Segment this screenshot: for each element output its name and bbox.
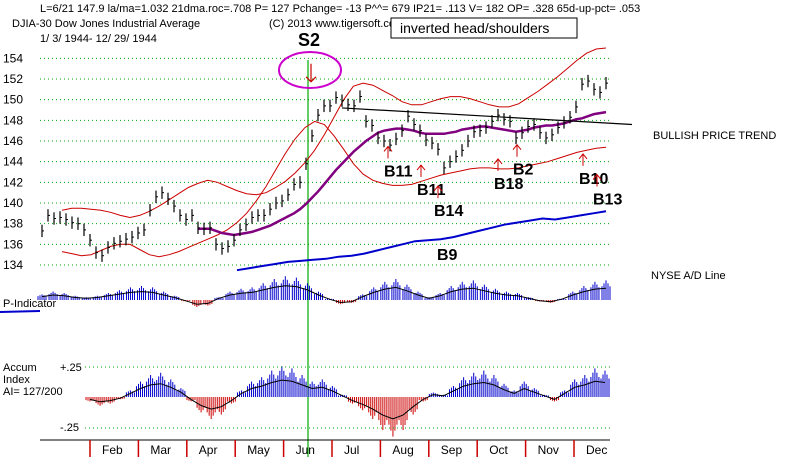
date-range: 1/ 3/ 1944- 12/ 29/ 1944 [40,33,157,45]
buy-arrow [416,164,426,178]
accum-label-3: AI= 127/200 [3,386,63,398]
x-tick-label: Mar [150,443,171,457]
signal-label-b18: B18 [494,176,523,193]
copyright-text: (C) 2013 www.tigersoft.com [269,18,404,30]
signal-label-b13: B13 [593,192,622,209]
y-tick-label: 150 [3,93,23,107]
signal-label-b2: B2 [513,162,534,179]
signal-label-b11: B11 [384,163,413,180]
highlight-circle [278,51,342,89]
sell-arrow [305,63,317,83]
neckline [341,107,633,126]
buy-arrow [512,143,522,157]
y-tick-label: 154 [3,51,23,65]
chart-title: DJIA-30 Dow Jones Industrial Average [12,18,200,30]
y-tick-label: 140 [3,196,23,210]
signal-label-s2: S2 [298,30,320,50]
x-tick-label: Aug [392,443,413,457]
x-tick-label: Sep [441,443,463,457]
pattern-label: inverted head/shoulders [400,20,549,36]
ad-line [236,210,607,272]
x-tick-label: Oct [489,443,508,457]
p-indicator-lead-line [0,310,41,313]
upper-band-line [61,47,607,219]
x-tick-label: May [247,443,270,457]
buy-arrow [592,173,602,187]
accum-label-1: Accum [3,362,37,374]
y-tick-label: 136 [3,237,23,251]
accum-bottom-tick: -.25 [60,422,79,434]
x-tick-label: Jul [344,443,359,457]
p-indicator-label: P-Indicator [3,298,57,310]
x-tick-label: Jun [296,443,315,457]
accum-index-ma-line [89,379,606,420]
pattern-box [390,17,578,39]
y-tick-label: 146 [3,134,23,148]
y-tick-label: 134 [3,258,23,272]
trend-label: BULLISH PRICE TREND [653,130,776,142]
p-indicator-ma-line [41,285,607,305]
accum-label-2: Index [3,374,30,386]
buy-arrow [433,185,443,199]
y-tick-label: 138 [3,217,23,231]
x-tick-label: Dec [586,443,607,457]
x-tick-label: Feb [102,443,123,457]
x-tick-label: Nov [538,443,559,457]
accum-top-tick: +.25 [60,362,82,374]
header-stats: L=6/21 147.9 la/ma=1.032 21dma.roc=.708 … [40,3,640,15]
buy-arrow [383,145,393,159]
lower-band-line [61,120,607,258]
signal-label-b9: B9 [437,247,458,264]
y-tick-label: 152 [3,72,23,86]
ad-line-label: NYSE A/D Line [651,270,726,282]
signal-label-b14: B14 [434,203,463,220]
y-tick-label: 148 [3,113,23,127]
y-tick-label: 144 [3,155,23,169]
buy-arrow [493,158,503,171]
x-tick-label: Apr [199,443,218,457]
buy-arrow [578,153,588,166]
y-tick-label: 142 [3,175,23,189]
